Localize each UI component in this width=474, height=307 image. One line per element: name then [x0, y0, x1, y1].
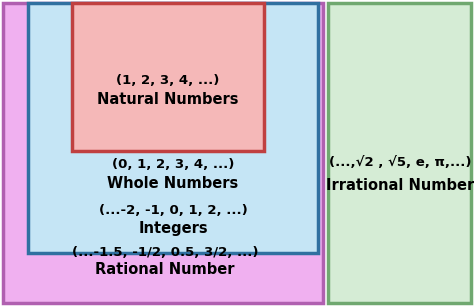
FancyBboxPatch shape [328, 3, 471, 303]
FancyBboxPatch shape [72, 3, 264, 151]
Text: (1, 2, 3, 4, ...): (1, 2, 3, 4, ...) [116, 73, 219, 87]
Text: (0, 1, 2, 3, 4, ...): (0, 1, 2, 3, 4, ...) [112, 158, 234, 172]
Text: Natural Numbers: Natural Numbers [97, 92, 239, 107]
FancyBboxPatch shape [3, 3, 323, 303]
Text: (...-1.5, -1/2, 0.5, 3/2, ...): (...-1.5, -1/2, 0.5, 3/2, ...) [72, 246, 258, 258]
Text: (...-2, -1, 0, 1, 2, ...): (...-2, -1, 0, 1, 2, ...) [99, 204, 247, 216]
FancyBboxPatch shape [28, 3, 318, 253]
Text: (...,√2 , √5, e, π,...): (...,√2 , √5, e, π,...) [329, 156, 471, 169]
Text: Rational Number: Rational Number [95, 262, 235, 278]
Text: Whole Numbers: Whole Numbers [108, 176, 238, 191]
Text: Irrational Number: Irrational Number [326, 177, 474, 192]
Text: Integers: Integers [138, 220, 208, 235]
